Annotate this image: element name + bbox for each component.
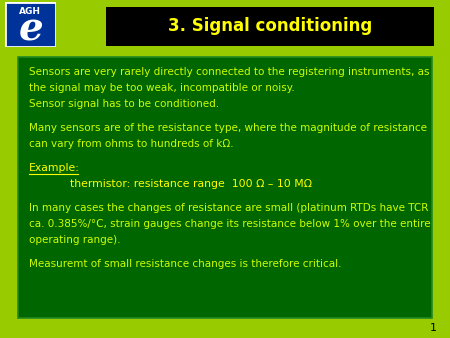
FancyBboxPatch shape [18, 57, 432, 318]
Text: operating range).: operating range). [29, 235, 121, 245]
Text: Sensor signal has to be conditioned.: Sensor signal has to be conditioned. [29, 99, 220, 110]
Text: Sensors are very rarely directly connected to the registering instruments, as: Sensors are very rarely directly connect… [29, 67, 430, 77]
Text: thermistor: resistance range  100 Ω – 10 MΩ: thermistor: resistance range 100 Ω – 10 … [70, 179, 312, 189]
Text: 3. Signal conditioning: 3. Signal conditioning [168, 17, 372, 35]
Text: 1: 1 [429, 323, 436, 333]
Text: In many cases the changes of resistance are small (platinum RTDs have TCR: In many cases the changes of resistance … [29, 203, 428, 213]
Text: e: e [19, 11, 44, 49]
FancyBboxPatch shape [106, 7, 434, 46]
FancyBboxPatch shape [4, 2, 56, 47]
Text: Measuremt of small resistance changes is therefore critical.: Measuremt of small resistance changes is… [29, 259, 342, 269]
Text: the signal may be too weak, incompatible or noisy.: the signal may be too weak, incompatible… [29, 83, 295, 93]
Text: can vary from ohms to hundreds of kΩ.: can vary from ohms to hundreds of kΩ. [29, 139, 234, 149]
Text: AGH: AGH [19, 7, 41, 16]
Text: Many sensors are of the resistance type, where the magnitude of resistance: Many sensors are of the resistance type,… [29, 123, 427, 133]
Text: ca. 0.385%/°C, strain gauges change its resistance below 1% over the entire: ca. 0.385%/°C, strain gauges change its … [29, 219, 431, 229]
Text: Example:: Example: [29, 163, 80, 173]
